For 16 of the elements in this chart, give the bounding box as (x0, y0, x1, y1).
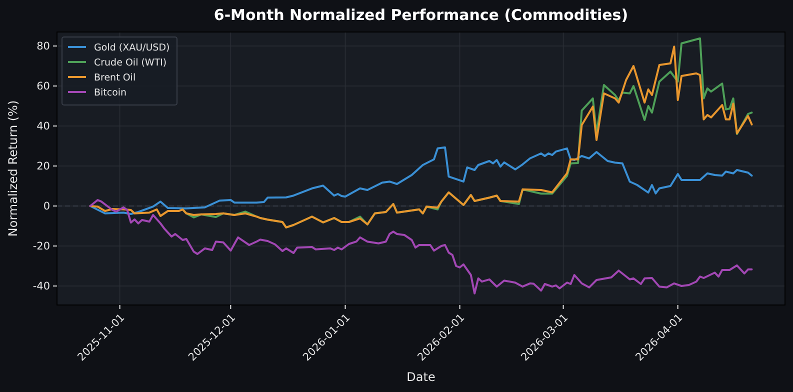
y-tick-label: 60 (36, 80, 50, 93)
y-tick-label: 20 (36, 160, 50, 173)
y-tick-label: -20 (32, 240, 50, 253)
line-series (89, 146, 753, 215)
y-axis-title: Normalized Return (%) (6, 100, 20, 237)
y-tick-label: 0 (43, 200, 50, 213)
y-tick-label: -40 (32, 280, 50, 293)
legend-label: Bitcoin (94, 87, 127, 98)
legend-label: Brent Oil (94, 72, 136, 84)
y-tick-label: 40 (36, 120, 50, 133)
chart-title: 6-Month Normalized Performance (Commodities) (214, 6, 628, 24)
legend-label: Crude Oil (WTI) (94, 57, 167, 68)
legend-label: Gold (XAU/USD) (94, 42, 170, 54)
x-axis-title: Date (406, 370, 436, 384)
y-tick-label: 80 (36, 40, 50, 53)
line-series (89, 199, 753, 294)
